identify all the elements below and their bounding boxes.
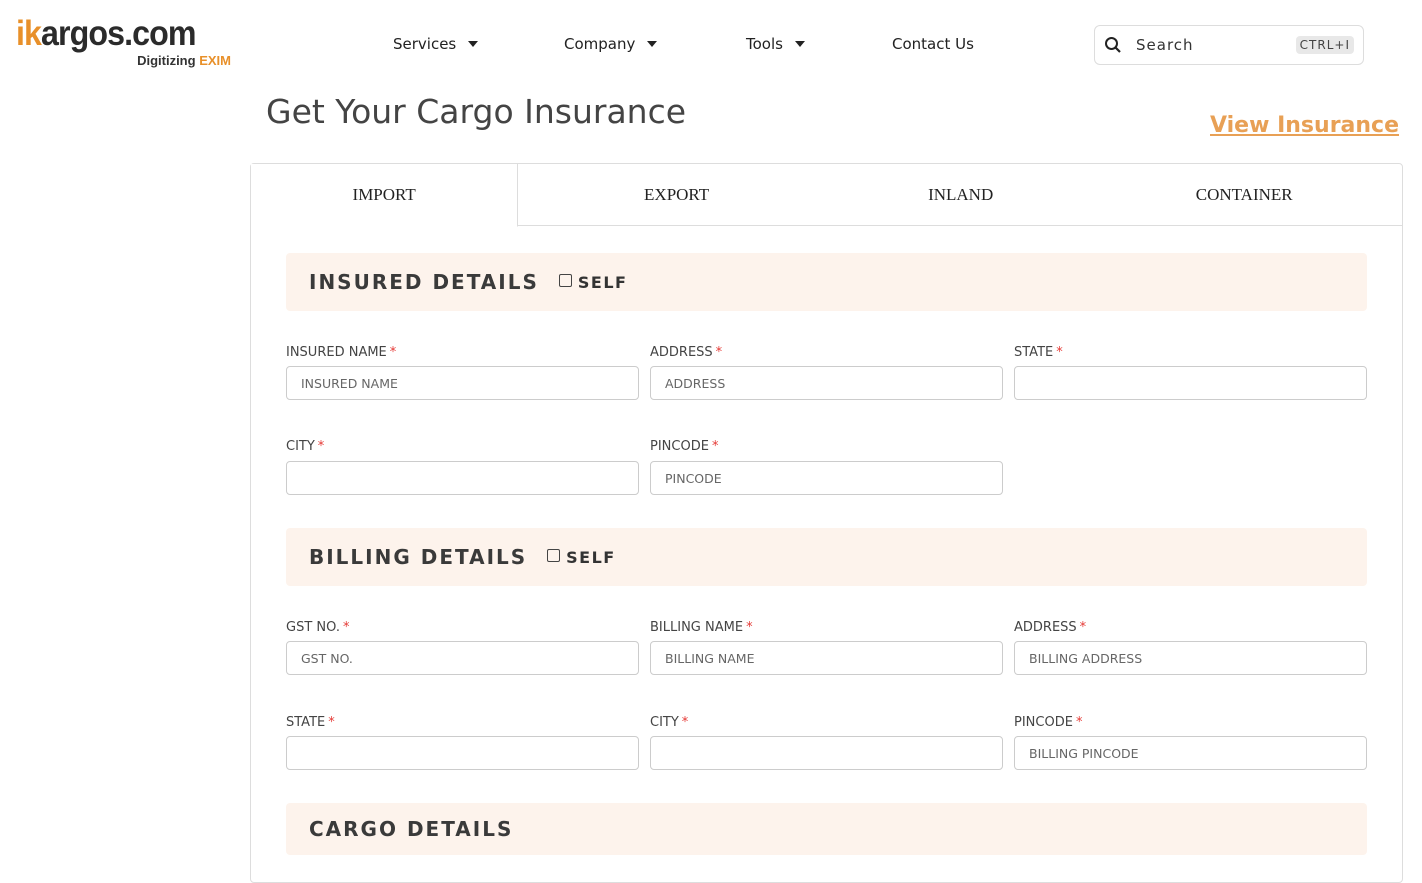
billing-state-input[interactable] <box>286 736 639 770</box>
label-text: PINCODE <box>1014 715 1073 730</box>
field-billing-name: BILLING NAME * <box>650 620 1003 675</box>
required-mark: * <box>317 439 325 454</box>
search-box[interactable]: Search CTRL+I <box>1094 25 1364 65</box>
insured-name-input[interactable] <box>286 366 639 400</box>
required-mark: * <box>1079 620 1087 635</box>
field-city: CITY * <box>286 439 639 495</box>
caret-down-icon <box>468 41 479 47</box>
label-text: ADDRESS <box>650 345 713 360</box>
required-mark: * <box>342 620 350 635</box>
billing-self-checkbox[interactable] <box>547 548 561 562</box>
tagline-accent: EXIM <box>199 53 231 68</box>
nav-contact-us[interactable]: Contact Us <box>892 35 974 53</box>
label-text: CITY <box>286 439 315 454</box>
label-text: STATE <box>286 715 326 730</box>
field-billing-state: STATE * <box>286 715 639 770</box>
search-shortcut: CTRL+I <box>1295 36 1354 54</box>
caret-down-icon <box>794 41 805 47</box>
required-mark: * <box>1075 715 1083 730</box>
required-mark: * <box>389 345 397 360</box>
required-mark: * <box>715 345 723 360</box>
label-text: GST NO. <box>286 620 340 635</box>
field-billing-city: CITY * <box>650 715 1003 770</box>
logo[interactable]: ikargos.com Digitizing EXIM <box>16 14 231 72</box>
field-label: ADDRESS * <box>650 345 1003 360</box>
billing-city-input[interactable] <box>650 736 1003 770</box>
nav-services[interactable]: Services <box>393 35 479 53</box>
field-gst-no: GST NO. * <box>286 620 639 675</box>
required-mark: * <box>1056 345 1063 360</box>
label-text: ADDRESS <box>1014 620 1077 635</box>
city-input[interactable] <box>286 461 639 495</box>
section-title: CARGO DETAILS <box>309 817 514 841</box>
insured-details-header: INSURED DETAILS SELF <box>286 253 1367 311</box>
field-billing-pincode: PINCODE * <box>1014 715 1367 770</box>
insurance-form-card: IMPORT EXPORT INLAND CONTAINER <box>250 163 1403 883</box>
logo-wordmark: ikargos.com <box>16 14 197 54</box>
tab-export[interactable]: EXPORT <box>644 184 710 204</box>
search-icon <box>1105 37 1121 53</box>
tab-inland[interactable]: INLAND <box>928 184 994 204</box>
field-label: CITY * <box>286 439 639 454</box>
field-label: ADDRESS * <box>1014 620 1367 635</box>
field-label: PINCODE * <box>650 439 1003 454</box>
label-text: INSURED NAME <box>286 345 387 360</box>
tagline-text: Digitizing <box>137 53 196 68</box>
cargo-details-header: CARGO DETAILS <box>286 803 1367 855</box>
gst-no-input[interactable] <box>286 641 639 675</box>
nav-tools[interactable]: Tools <box>746 35 805 53</box>
caret-down-icon <box>647 41 658 47</box>
billing-address-input[interactable] <box>1014 641 1367 675</box>
required-mark: * <box>681 715 689 730</box>
label-text: PINCODE <box>650 439 709 454</box>
field-label: INSURED NAME * <box>286 345 639 360</box>
billing-details-header: BILLING DETAILS SELF <box>286 528 1367 586</box>
nav-label: Services <box>393 35 457 53</box>
nav-label: Company <box>564 35 636 53</box>
field-label: PINCODE * <box>1014 715 1367 730</box>
field-label: STATE * <box>286 715 639 730</box>
search-placeholder: Search <box>1136 36 1194 54</box>
label-text: CITY <box>650 715 679 730</box>
field-label: BILLING NAME * <box>650 620 1003 635</box>
nav-company[interactable]: Company <box>564 35 658 53</box>
self-label: SELF <box>577 272 628 292</box>
tab-container[interactable]: CONTAINER <box>1195 184 1293 204</box>
field-address: ADDRESS * <box>650 345 1003 400</box>
view-insurance-link[interactable]: View Insurance <box>1210 113 1400 138</box>
self-label: SELF <box>566 547 616 567</box>
tab-import[interactable]: IMPORT <box>251 164 519 227</box>
insured-self-checkbox[interactable] <box>558 273 572 287</box>
logo-text: argos.com <box>41 14 196 53</box>
field-label: CITY * <box>650 715 1003 730</box>
field-label: GST NO. * <box>286 620 639 635</box>
field-insured-name: INSURED NAME * <box>286 345 639 400</box>
label-text: BILLING NAME <box>650 620 744 635</box>
state-input[interactable] <box>1014 366 1367 400</box>
address-input[interactable] <box>650 366 1003 400</box>
field-billing-address: ADDRESS * <box>1014 620 1367 675</box>
logo-tagline: Digitizing EXIM <box>137 53 231 68</box>
label-text: STATE <box>1014 345 1054 360</box>
required-mark: * <box>711 439 719 454</box>
tab-bar: IMPORT EXPORT INLAND CONTAINER <box>251 164 1402 227</box>
field-pincode: PINCODE * <box>650 439 1003 495</box>
required-mark: * <box>328 715 335 730</box>
nav-label: Tools <box>746 35 783 53</box>
logo-ik: ik <box>16 14 42 53</box>
section-title: BILLING DETAILS <box>309 545 528 569</box>
section-title: INSURED DETAILS <box>309 270 539 294</box>
required-mark: * <box>746 620 753 635</box>
field-state: STATE * <box>1014 345 1367 400</box>
page-title: Get Your Cargo Insurance <box>266 92 687 131</box>
billing-pincode-input[interactable] <box>1014 736 1367 770</box>
billing-name-input[interactable] <box>650 641 1003 675</box>
pincode-input[interactable] <box>650 461 1003 495</box>
nav-label: Contact Us <box>892 35 974 53</box>
field-label: STATE * <box>1014 345 1367 360</box>
